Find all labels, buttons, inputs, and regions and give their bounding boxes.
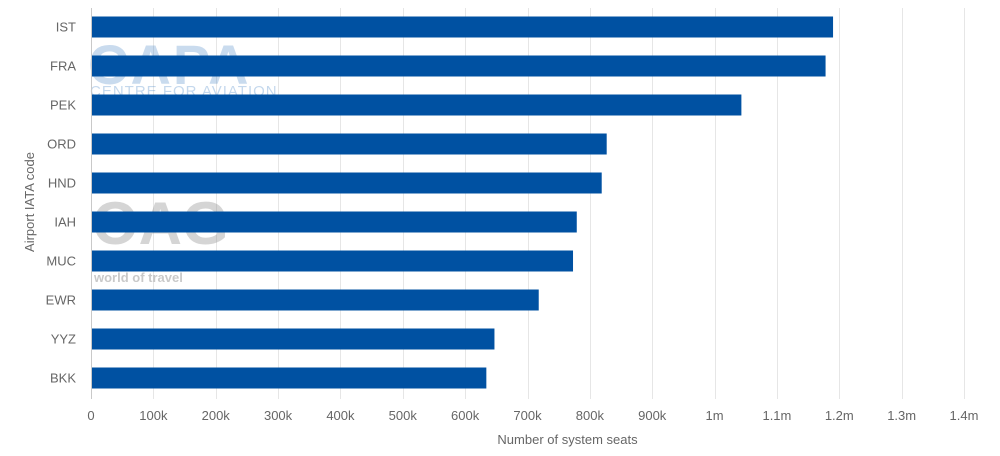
- bar-ewr[interactable]: [91, 289, 539, 311]
- category-label-ist: IST: [56, 20, 76, 35]
- bar-yyz[interactable]: [91, 328, 495, 350]
- bar-pek[interactable]: [91, 94, 742, 116]
- x-tick-label: 200k: [202, 408, 231, 423]
- x-tick-label: 700k: [513, 408, 542, 423]
- x-tick-label: 400k: [326, 408, 355, 423]
- y-axis-title: Airport IATA code: [22, 152, 37, 252]
- bar-muc[interactable]: [91, 250, 574, 272]
- category-label-hnd: HND: [48, 176, 76, 191]
- x-tick-label: 1.2m: [825, 408, 854, 423]
- bar-ord[interactable]: [91, 133, 607, 155]
- x-axis-title: Number of system seats: [497, 432, 638, 447]
- category-labels: IST FRA PEK ORD HND IAH MUC EWR YYZ BKK: [46, 20, 77, 386]
- x-tick-label: 0: [87, 408, 94, 423]
- x-tick-label: 100k: [139, 408, 168, 423]
- x-tick-label: 1.3m: [887, 408, 916, 423]
- bar-ist[interactable]: [91, 16, 834, 38]
- bar-hnd[interactable]: [91, 172, 602, 194]
- category-label-iah: IAH: [54, 215, 76, 230]
- category-label-muc: MUC: [46, 254, 76, 269]
- category-label-ewr: EWR: [46, 293, 76, 308]
- x-tick-label: 1m: [706, 408, 724, 423]
- category-label-bkk: BKK: [50, 371, 76, 386]
- x-tick-label: 1.4m: [950, 408, 979, 423]
- x-tick-label: 300k: [264, 408, 293, 423]
- category-label-ord: ORD: [47, 137, 76, 152]
- category-label-fra: FRA: [50, 59, 76, 74]
- x-tick-label: 600k: [451, 408, 480, 423]
- category-label-pek: PEK: [50, 98, 76, 113]
- category-label-yyz: YYZ: [51, 332, 76, 347]
- x-tick-label: 500k: [389, 408, 418, 423]
- oag-watermark-subtitle: world of travel: [93, 270, 183, 285]
- x-tick-label: 800k: [576, 408, 605, 423]
- bars: [91, 16, 834, 389]
- bar-bkk[interactable]: [91, 367, 487, 389]
- x-tick-label: 900k: [638, 408, 667, 423]
- x-tick-label: 1.1m: [762, 408, 791, 423]
- bar-fra[interactable]: [91, 55, 826, 77]
- x-axis-tick-labels: 0 100k 200k 300k 400k 500k 600k 700k 800k 900k 1m 1…: [87, 408, 978, 423]
- bar-iah[interactable]: [91, 211, 577, 233]
